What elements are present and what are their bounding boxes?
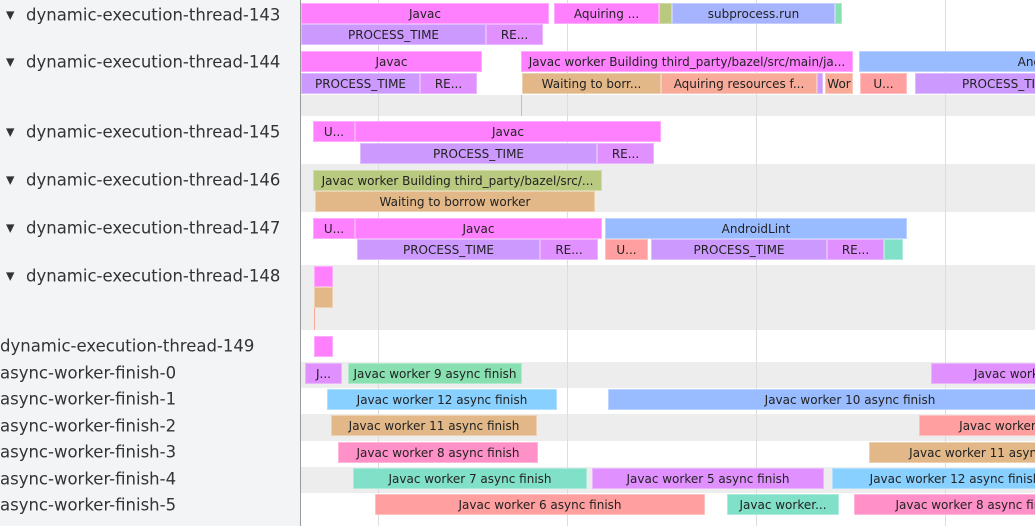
track-labels-panel: ▼ dynamic-execution-thread-143 ▼ dynamic-ex…: [0, 0, 301, 526]
gridline: [567, 0, 568, 526]
trace-slice[interactable]: AndroidLint: [605, 218, 907, 239]
expand-toggle-icon[interactable]: ▼: [6, 221, 15, 235]
trace-slice[interactable]: subprocess.run: [672, 3, 835, 24]
trace-slice[interactable]: Javac worker 6 async finish: [375, 494, 705, 515]
trace-slice[interactable]: Javac worker 11 async finish: [919, 415, 1035, 436]
trace-slice[interactable]: RE...: [486, 24, 543, 45]
trace-slice[interactable]: Javac worker 9 async finish: [348, 363, 522, 384]
trace-slice[interactable]: U...: [313, 218, 355, 239]
track-label[interactable]: dynamic-execution-thread-143: [26, 5, 281, 25]
trace-slice[interactable]: RE...: [540, 239, 598, 260]
trace-slice[interactable]: Javac: [355, 121, 661, 142]
track-label[interactable]: dynamic-execution-thread-148: [26, 266, 281, 286]
track-label[interactable]: dynamic-execution-thread-145: [26, 122, 281, 142]
trace-slice[interactable]: Javac worker 8 async finish: [338, 442, 538, 463]
trace-slice[interactable]: Javac: [301, 51, 482, 72]
trace-slice[interactable]: PROCESS_TIME: [360, 143, 597, 164]
trace-slice[interactable]: Wor: [825, 73, 853, 94]
expand-toggle-icon[interactable]: ▼: [6, 125, 15, 139]
trace-slice[interactable]: Javac worker 11 async finish: [869, 442, 1035, 463]
instant-marker: [314, 308, 315, 330]
trace-slice[interactable]: U...: [860, 73, 907, 94]
trace-slice[interactable]: U...: [313, 121, 355, 142]
trace-slice[interactable]: RE...: [827, 239, 884, 260]
trace-slice[interactable]: Javac worker Building third_party/bazel/…: [521, 51, 853, 72]
trace-slice[interactable]: Javac worker 8 async finish: [854, 494, 1035, 515]
trace-slice[interactable]: Javac: [355, 218, 602, 239]
expand-toggle-icon[interactable]: ▼: [6, 269, 15, 283]
trace-slice[interactable]: PROCESS_TIME: [915, 73, 1035, 94]
trace-slice[interactable]: J...: [305, 363, 342, 384]
expand-toggle-icon[interactable]: ▼: [6, 8, 15, 22]
trace-slice[interactable]: Waiting to borr...: [522, 73, 661, 94]
trace-slice[interactable]: Javac: [301, 3, 549, 24]
track-label[interactable]: async-worker-finish-1: [0, 389, 177, 409]
track-label[interactable]: dynamic-execution-thread-146: [26, 170, 281, 190]
trace-slice[interactable]: RE...: [420, 73, 477, 94]
track-label[interactable]: async-worker-finish-3: [0, 442, 177, 462]
trace-slice[interactable]: Javac worker 11 async finish: [331, 415, 537, 436]
track-row-background: [301, 95, 1035, 116]
trace-slice[interactable]: Javac worker 7 async finish: [353, 468, 587, 489]
trace-slice[interactable]: [314, 266, 333, 287]
trace-slice[interactable]: Javac worker...: [727, 494, 839, 515]
trace-slice[interactable]: PROCESS_TIME: [357, 239, 540, 260]
track-label[interactable]: async-worker-finish-4: [0, 469, 177, 489]
trace-slice[interactable]: Javac worker 5 async finish: [592, 468, 824, 489]
trace-slice[interactable]: [314, 287, 333, 308]
track-label[interactable]: async-worker-finish-2: [0, 416, 177, 436]
track-label[interactable]: dynamic-execution-thread-144: [26, 52, 281, 72]
instant-marker: [521, 95, 522, 116]
trace-slice[interactable]: PROCESS_TIME: [651, 239, 827, 260]
trace-slice[interactable]: Aquiring ...: [554, 3, 659, 24]
trace-slice[interactable]: PROCESS_TIME: [301, 73, 420, 94]
trace-slice[interactable]: Javac worker 12 async finish: [327, 389, 557, 410]
trace-slice[interactable]: RE...: [597, 143, 654, 164]
gridline: [945, 0, 946, 526]
track-row-background: [301, 265, 1035, 330]
trace-slice[interactable]: Javac worker 12 async finish: [832, 468, 1035, 489]
trace-slice[interactable]: [884, 239, 903, 260]
trace-slice[interactable]: AndroidLint: [859, 51, 1035, 72]
track-label[interactable]: dynamic-execution-thread-149: [0, 336, 255, 356]
trace-slice[interactable]: [835, 3, 842, 24]
track-label[interactable]: dynamic-execution-thread-147: [26, 218, 281, 238]
gridline: [756, 0, 757, 526]
gridline: [378, 0, 379, 526]
trace-slice[interactable]: U...: [605, 239, 648, 260]
trace-slice[interactable]: PROCESS_TIME: [301, 24, 486, 45]
trace-slice[interactable]: Javac worker 10 async finish: [608, 389, 1035, 410]
timeline-area[interactable]: Javac Aquiring ... subprocess.run PROCESS_T…: [301, 0, 1035, 526]
trace-slice[interactable]: Javac worker 5 async finish: [931, 363, 1035, 384]
track-label[interactable]: async-worker-finish-5: [0, 495, 177, 515]
trace-slice[interactable]: Aquiring resources f...: [661, 73, 817, 94]
trace-slice[interactable]: [314, 336, 333, 357]
expand-toggle-icon[interactable]: ▼: [6, 173, 15, 187]
track-label[interactable]: async-worker-finish-0: [0, 363, 177, 383]
trace-slice[interactable]: Waiting to borrow worker: [315, 191, 595, 212]
trace-slice[interactable]: [817, 73, 823, 94]
trace-slice[interactable]: [659, 3, 672, 24]
trace-slice[interactable]: Javac worker Building third_party/bazel/…: [313, 170, 602, 191]
expand-toggle-icon[interactable]: ▼: [6, 55, 15, 69]
